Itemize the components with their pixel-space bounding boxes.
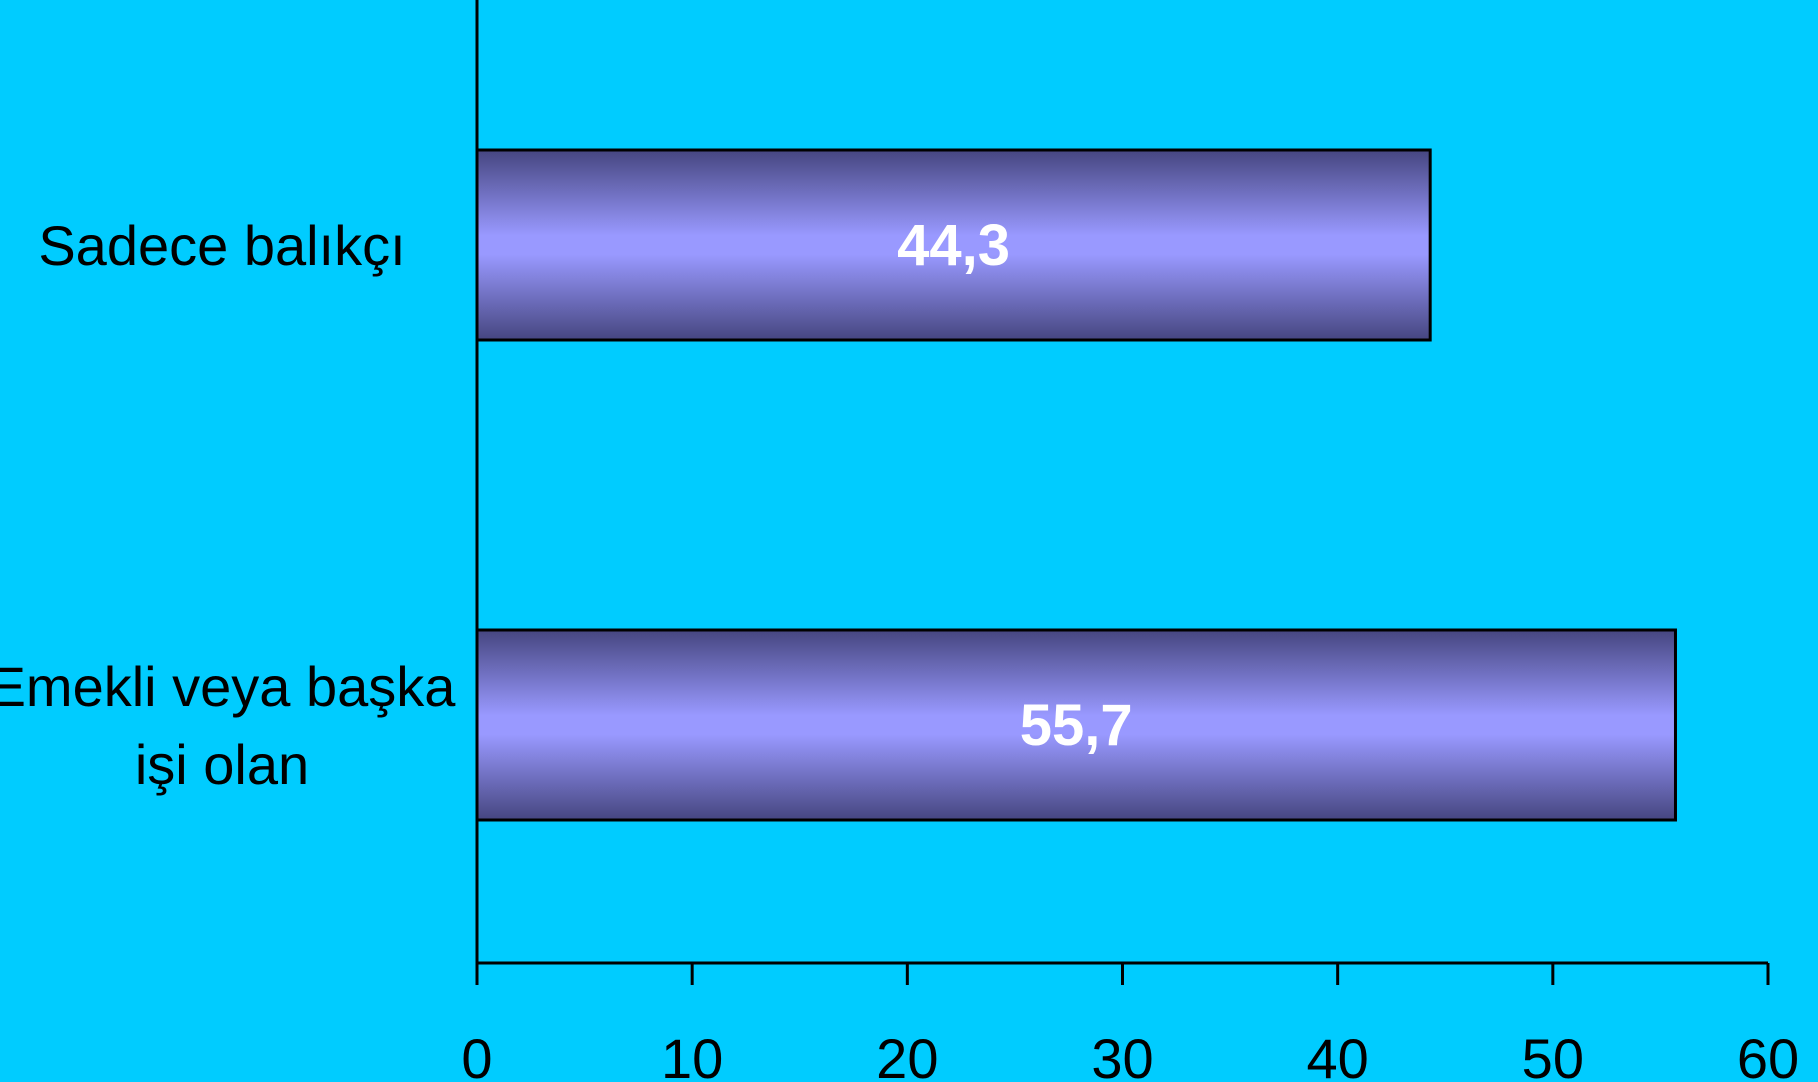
- bar-2: [475, 628, 1677, 822]
- bars-layer: [475, 148, 1677, 822]
- category-label-line: işi olan: [135, 733, 309, 796]
- category-label-line: Emekli veya başka: [0, 655, 456, 718]
- bar-value-label-1: 44,3: [897, 213, 1010, 278]
- category-label-line: Sadece balıkçı: [38, 214, 405, 277]
- bar-value-label-2: 55,7: [1020, 693, 1133, 758]
- category-label-1: Sadece balıkçı: [38, 214, 405, 277]
- x-tick-label: 50: [1522, 1027, 1584, 1082]
- labels-layer: 44,3 Sadece balıkçı 55,7 Emekli veya başka i…: [0, 213, 1799, 1082]
- x-tick-label: 40: [1307, 1027, 1369, 1082]
- category-label-2: Emekli veya başka işi olan: [0, 655, 456, 796]
- x-tick-label: 0: [461, 1027, 492, 1082]
- bar-1: [475, 148, 1432, 342]
- x-tick-label: 60: [1737, 1027, 1799, 1082]
- x-tick-label: 30: [1091, 1027, 1153, 1082]
- axes: [475, 0, 1770, 985]
- x-tick-label: 20: [876, 1027, 938, 1082]
- x-tick-label: 10: [661, 1027, 723, 1082]
